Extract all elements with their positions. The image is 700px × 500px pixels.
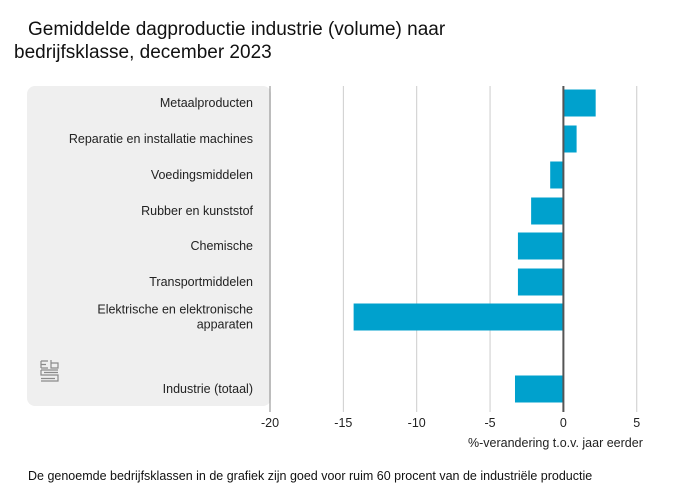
category-label: Chemische [190, 239, 253, 253]
x-tick-labels: -20 -15 -10 -5 0 5 [261, 416, 640, 430]
gridlines [269, 86, 638, 412]
chart-title: Gemiddelde dagproductie industrie (volum… [14, 18, 445, 64]
chart-title-line-2: bedrijfsklasse, december 2023 [14, 42, 272, 63]
category-label: apparaten [197, 318, 253, 332]
category-label: Transportmiddelen [149, 275, 253, 289]
category-labels: Metaalproducten Reparatie en installatie … [69, 96, 254, 396]
x-tick-label: -10 [408, 416, 426, 430]
footnote: De genoemde bedrijfsklassen in de grafie… [28, 469, 593, 483]
cbs-logo [40, 360, 59, 382]
chart-title-line-1: Gemiddelde dagproductie industrie (volum… [28, 19, 446, 40]
category-label: Elektrische en elektronische [97, 303, 253, 317]
bar [563, 125, 577, 153]
bars [353, 89, 596, 403]
category-label: Rubber en kunststof [141, 204, 253, 218]
bar [563, 89, 596, 117]
category-label: Reparatie en installatie machines [69, 132, 253, 146]
bar [353, 303, 564, 331]
category-label: Metaalproducten [160, 96, 253, 110]
bar [550, 161, 564, 189]
bar [531, 197, 564, 225]
x-tick-label: -15 [334, 416, 352, 430]
x-tick-label: 0 [560, 416, 567, 430]
x-tick-label: -20 [261, 416, 279, 430]
category-label: Voedingsmiddelen [151, 168, 253, 182]
bar [514, 375, 564, 403]
category-label: Industrie (totaal) [163, 382, 253, 396]
bar [517, 268, 564, 296]
bar [517, 232, 564, 260]
x-axis-label: %-verandering t.o.v. jaar eerder [468, 436, 643, 450]
category-label-panel [27, 86, 271, 406]
x-tick-label: 5 [633, 416, 640, 430]
x-tick-label: -5 [484, 416, 495, 430]
